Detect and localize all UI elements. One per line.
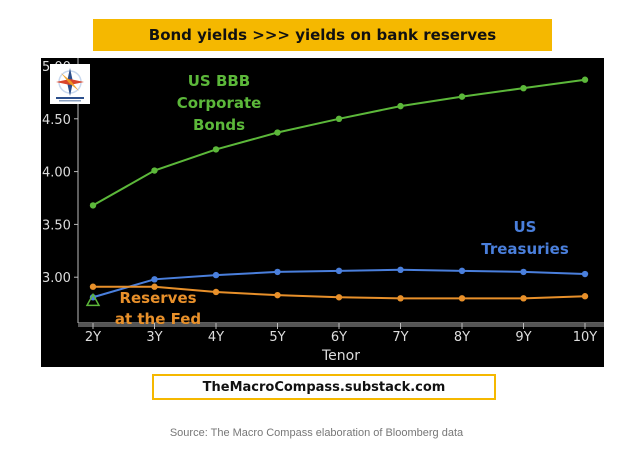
data-point-reserves [581, 293, 589, 300]
series-label-corporate: Bonds [193, 116, 245, 134]
data-point-corporate [89, 202, 97, 209]
chart-area: 5.004.504.003.503.002Y3Y4Y5Y6Y7Y8Y9Y10YT… [41, 58, 604, 367]
x-tick-label: 5Y [269, 330, 285, 345]
data-point-corporate [397, 102, 404, 110]
series-label-treasuries: US [514, 218, 537, 236]
x-tick-label: 3Y [146, 330, 162, 345]
data-point-treasuries [397, 266, 404, 274]
data-point-treasuries [458, 267, 466, 275]
data-point-reserves [274, 291, 281, 299]
data-point-reserves [520, 295, 527, 302]
x-axis-label: Tenor [321, 348, 360, 364]
series-label-reserves: at the Fed [115, 310, 201, 328]
data-point-reserves [89, 283, 97, 290]
data-point-reserves [458, 295, 466, 302]
x-tick-label: 2Y [85, 330, 101, 345]
data-point-treasuries [335, 267, 343, 275]
y-tick-label: 3.50 [42, 218, 71, 233]
series-label-corporate: Corporate [177, 94, 262, 112]
series-line-corporate [92, 78, 586, 207]
data-point-reserves [335, 294, 343, 301]
chart-title: Bond yields >>> yields on bank reserves [148, 26, 497, 44]
x-tick-label: 7Y [392, 330, 408, 345]
compass-logo-icon [50, 64, 90, 104]
data-point-treasuries [212, 271, 220, 279]
y-tick-label: 4.00 [42, 166, 71, 181]
data-point-reserves [151, 283, 158, 290]
data-point-treasuries [581, 270, 589, 278]
x-tick-label: 9Y [515, 330, 531, 345]
data-point-corporate [151, 167, 158, 174]
data-point-corporate [335, 115, 343, 122]
triangle-marker [85, 292, 101, 307]
series-label-corporate: US BBB [188, 72, 251, 90]
data-point-treasuries [274, 268, 281, 276]
source-note: Source: The Macro Compass elaboration of… [169, 427, 464, 439]
line-chart: 5.004.504.003.503.002Y3Y4Y5Y6Y7Y8Y9Y10YT… [42, 58, 604, 364]
data-point-corporate [581, 76, 589, 83]
website-url-box: TheMacroCompass.substack.com [152, 374, 496, 400]
data-point-reserves [212, 288, 220, 296]
data-point-corporate [274, 129, 281, 136]
data-point-corporate [520, 84, 527, 92]
x-tick-label: 6Y [331, 330, 347, 345]
x-tick-label: 4Y [208, 330, 224, 345]
series-label-treasuries: Treasuries [481, 240, 569, 258]
chart-title-banner: Bond yields >>> yields on bank reserves [93, 19, 552, 51]
website-url: TheMacroCompass.substack.com [202, 379, 446, 395]
series-label-reserves: Reserves [119, 289, 196, 307]
y-tick-label: 3.00 [42, 271, 71, 286]
y-tick-label: 4.50 [42, 113, 71, 128]
data-point-reserves [397, 295, 404, 302]
data-point-corporate [212, 146, 220, 153]
data-point-treasuries [151, 276, 158, 283]
x-tick-label: 8Y [454, 330, 470, 345]
x-axis-strip [78, 323, 604, 327]
x-tick-label: 10Y [573, 330, 598, 345]
data-point-corporate [458, 93, 466, 100]
data-point-treasuries [520, 268, 527, 276]
